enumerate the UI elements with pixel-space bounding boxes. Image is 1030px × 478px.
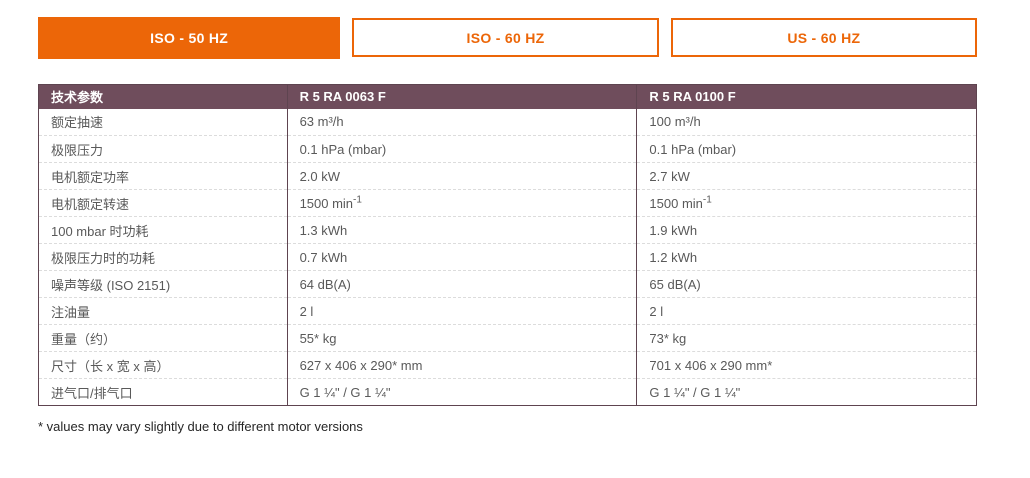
specs-table-body: 额定抽速 63 m³/h 100 m³/h 极限压力 0.1 hPa (mbar) 0.1… [38,108,977,406]
row-value: 1.3 kWh [286,216,637,244]
frequency-tabs: ISO - 50 HZ ISO - 60 HZ US - 60 HZ [38,17,977,59]
row-value: 1500 min-1 [286,189,637,217]
row-label: 噪声等级 (ISO 2151) [38,270,288,298]
table-row: 极限压力时的功耗 0.7 kWh 1.2 kWh [38,243,977,271]
row-value: 73* kg [636,324,977,352]
table-row: 尺寸（长 x 宽 x 高） 627 x 406 x 290* mm 701 x 40… [38,351,977,379]
row-label: 额定抽速 [51,115,104,131]
row-value: 64 dB(A) [286,270,637,298]
row-label: 重量（约） [38,324,288,352]
table-row: 100 mbar 时功耗 1.3 kWh 1.9 kWh [38,216,977,244]
row-value: 63 m³/h [286,108,637,136]
row-label: 极限压力时的功耗 [38,243,288,271]
table-header-cell: 技术参数 [38,84,288,109]
row-value: 2 l [636,297,977,325]
footnote: * values may vary slightly due to differ… [38,419,363,434]
table-header-cell: R 5 RA 0100 F [636,84,977,109]
row-value: 1.9 kWh [636,216,977,244]
row-label: 尺寸（长 x 宽 x 高） [38,351,288,379]
tab-iso-60hz[interactable]: ISO - 60 HZ [352,18,659,57]
row-label: 注油量 [38,297,288,325]
row-label: 进气口/排气口 [38,378,288,406]
row-value: G 1 ¼" / G 1 ¼" [636,378,977,406]
tab-us-60hz[interactable]: US - 60 HZ [670,18,977,57]
tab-iso-50hz[interactable]: ISO - 50 HZ [38,17,341,59]
superscript: -1 [353,194,362,206]
row-value: 1.2 kWh [636,243,977,271]
row-value: 701 x 406 x 290 mm* [636,351,977,379]
row-value: 2 l [286,297,637,325]
row-value: 1500 min-1 [636,189,977,217]
table-row: 极限压力 0.1 hPa (mbar) 0.1 hPa (mbar) [38,135,977,163]
row-label: 电机额定转速 [38,189,288,217]
row-label: 电机额定功率 [38,162,288,190]
row-value: 2.7 kW [636,162,977,190]
table-row: 额定抽速 63 m³/h 100 m³/h [39,108,977,136]
row-label: 极限压力 [38,135,288,163]
row-value: 2.0 kW [286,162,637,190]
row-value: 55* kg [286,324,637,352]
row-label: 100 mbar 时功耗 [38,216,288,244]
row-value: 100 m³/h [636,108,977,136]
row-value: 0.1 hPa (mbar) [636,135,977,163]
superscript: -1 [702,194,712,206]
table-row: 电机额定转速 1500 min-1 1500 min-1 [38,189,977,217]
table-row: 电机额定功率 2.0 kW 2.7 kW [38,162,977,190]
table-row: 重量（约） 55* kg 73* kg [38,324,977,352]
row-value: 627 x 406 x 290* mm [286,351,637,379]
table-header-cell: R 5 RA 0063 F [286,84,637,109]
table-row: 进气口/排气口 G 1 ¼" / G 1 ¼" G 1 ¼" / G 1 ¼" [38,378,977,406]
row-value: 0.7 kWh [286,243,637,271]
row-value: 65 dB(A) [636,270,977,298]
row-value: 0.1 hPa (mbar) [286,135,637,163]
row-value: G 1 ¼" / G 1 ¼" [286,378,637,406]
table-row: 噪声等级 (ISO 2151) 64 dB(A) 65 dB(A) [38,270,977,298]
